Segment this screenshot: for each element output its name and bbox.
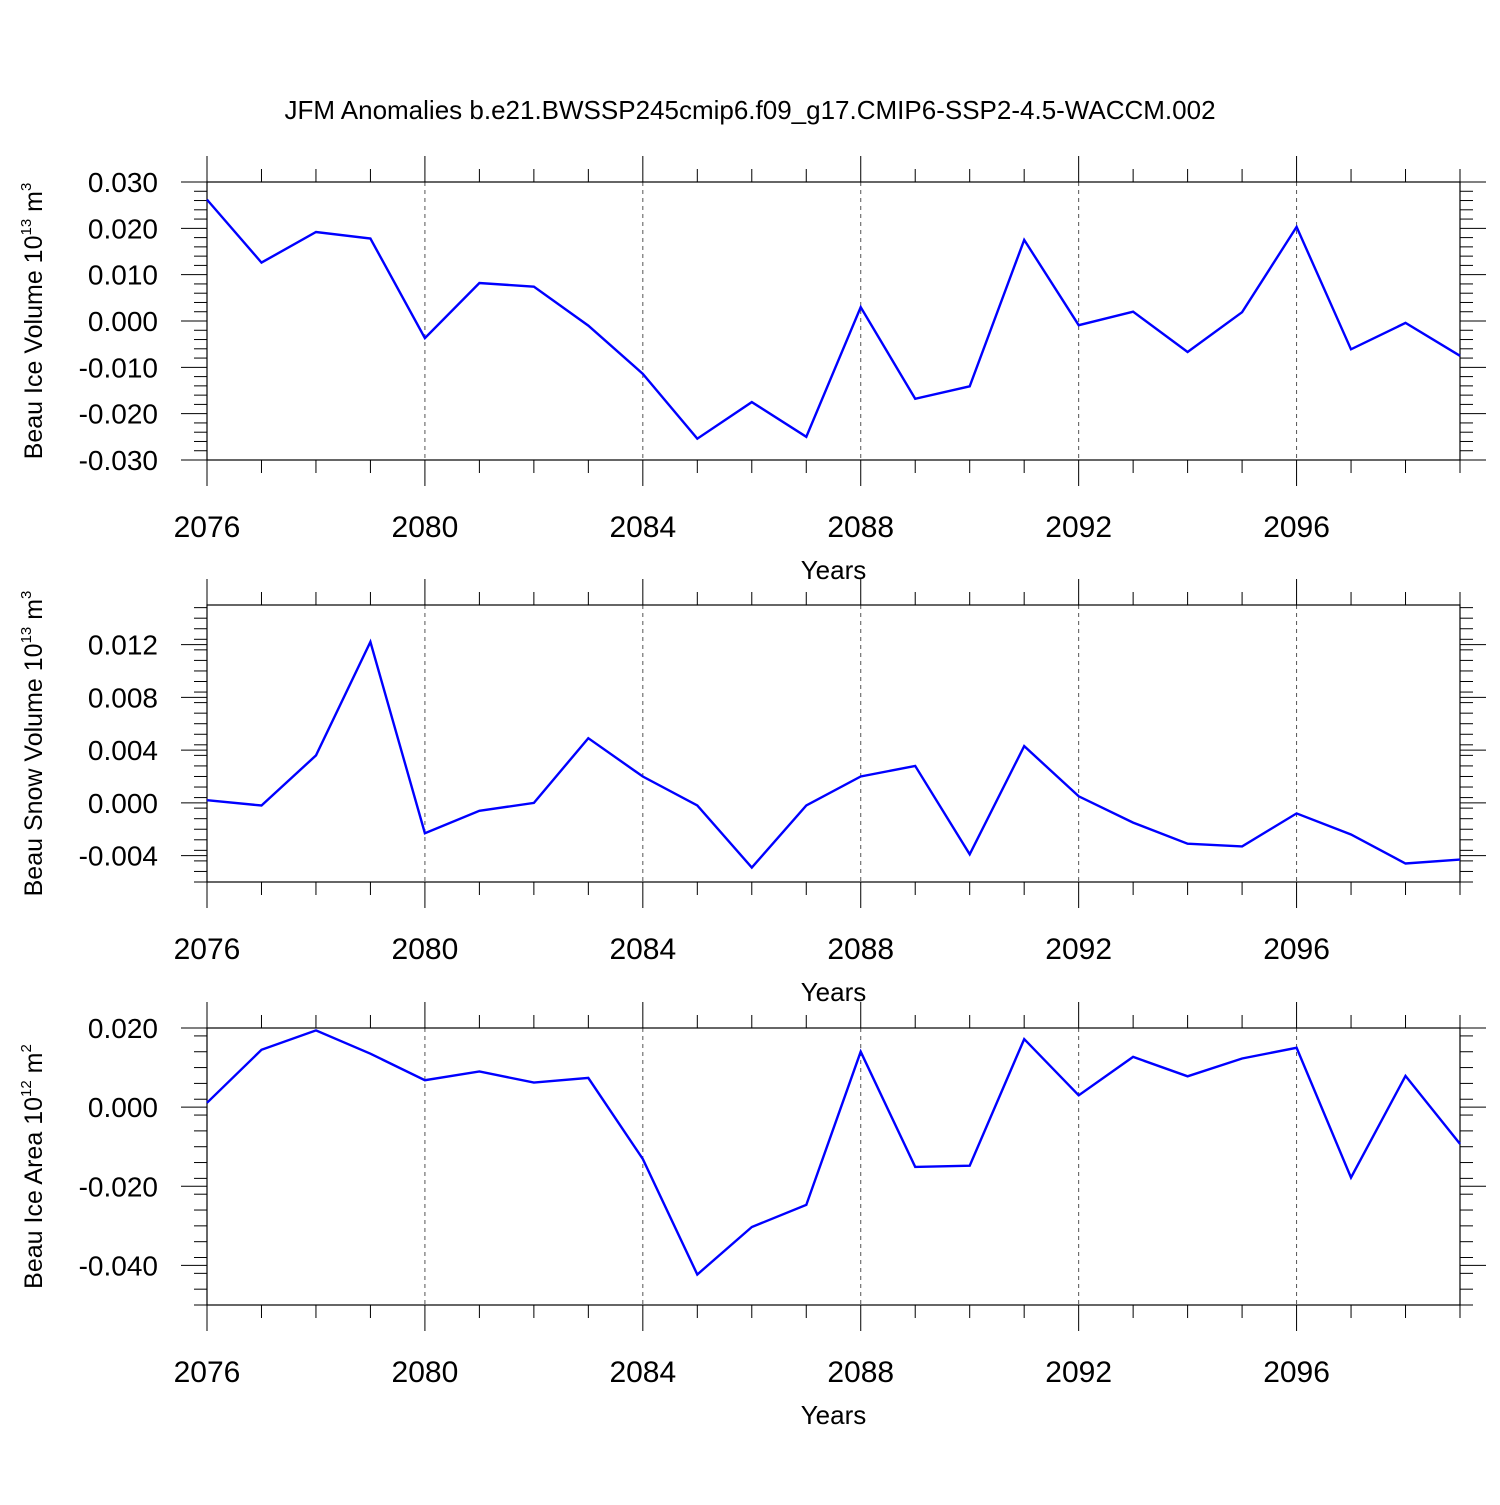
- x-tick-label: 2096: [1263, 933, 1330, 966]
- y-tick-label: -0.010: [79, 352, 158, 383]
- x-tick-label: 2076: [174, 1356, 241, 1389]
- x-axis-label: Years: [801, 977, 867, 1007]
- x-tick-label: 2092: [1045, 933, 1112, 966]
- x-tick-label: 2092: [1045, 1356, 1112, 1389]
- chart-title: JFM Anomalies b.e21.BWSSP245cmip6.f09_g1…: [284, 95, 1215, 125]
- x-tick-label: 2076: [174, 933, 241, 966]
- x-tick-label: 2096: [1263, 511, 1330, 544]
- y-tick-label: 0.020: [88, 213, 158, 244]
- x-axis-label: Years: [801, 555, 867, 585]
- x-tick-label: 2088: [827, 933, 894, 966]
- y-tick-label: 0.010: [88, 260, 158, 291]
- y-tick-label: -0.020: [79, 1171, 158, 1202]
- x-tick-label: 2088: [827, 511, 894, 544]
- x-tick-label: 2096: [1263, 1356, 1330, 1389]
- y-tick-label: 0.000: [88, 1092, 158, 1123]
- x-tick-label: 2088: [827, 1356, 894, 1389]
- x-tick-label: 2084: [609, 1356, 676, 1389]
- y-tick-label: 0.030: [88, 167, 158, 198]
- x-tick-label: 2080: [392, 933, 459, 966]
- y-tick-label: 0.012: [88, 630, 158, 661]
- y-tick-label: 0.004: [88, 735, 158, 766]
- x-tick-label: 2092: [1045, 511, 1112, 544]
- y-tick-label: 0.000: [88, 306, 158, 337]
- x-tick-label: 2084: [609, 511, 676, 544]
- x-tick-label: 2080: [392, 1356, 459, 1389]
- x-tick-label: 2080: [392, 511, 459, 544]
- y-tick-label: -0.020: [79, 399, 158, 430]
- y-axis-label: Beau Ice Area 1012 m2: [18, 1044, 48, 1289]
- x-tick-label: 2084: [609, 933, 676, 966]
- y-tick-label: -0.040: [79, 1250, 158, 1281]
- y-tick-label: -0.030: [79, 445, 158, 476]
- y-tick-label: 0.020: [88, 1013, 158, 1044]
- y-tick-label: -0.004: [79, 841, 158, 872]
- y-tick-label: 0.008: [88, 682, 158, 713]
- x-axis-label: Years: [801, 1400, 867, 1430]
- y-tick-label: 0.000: [88, 788, 158, 819]
- x-tick-label: 2076: [174, 511, 241, 544]
